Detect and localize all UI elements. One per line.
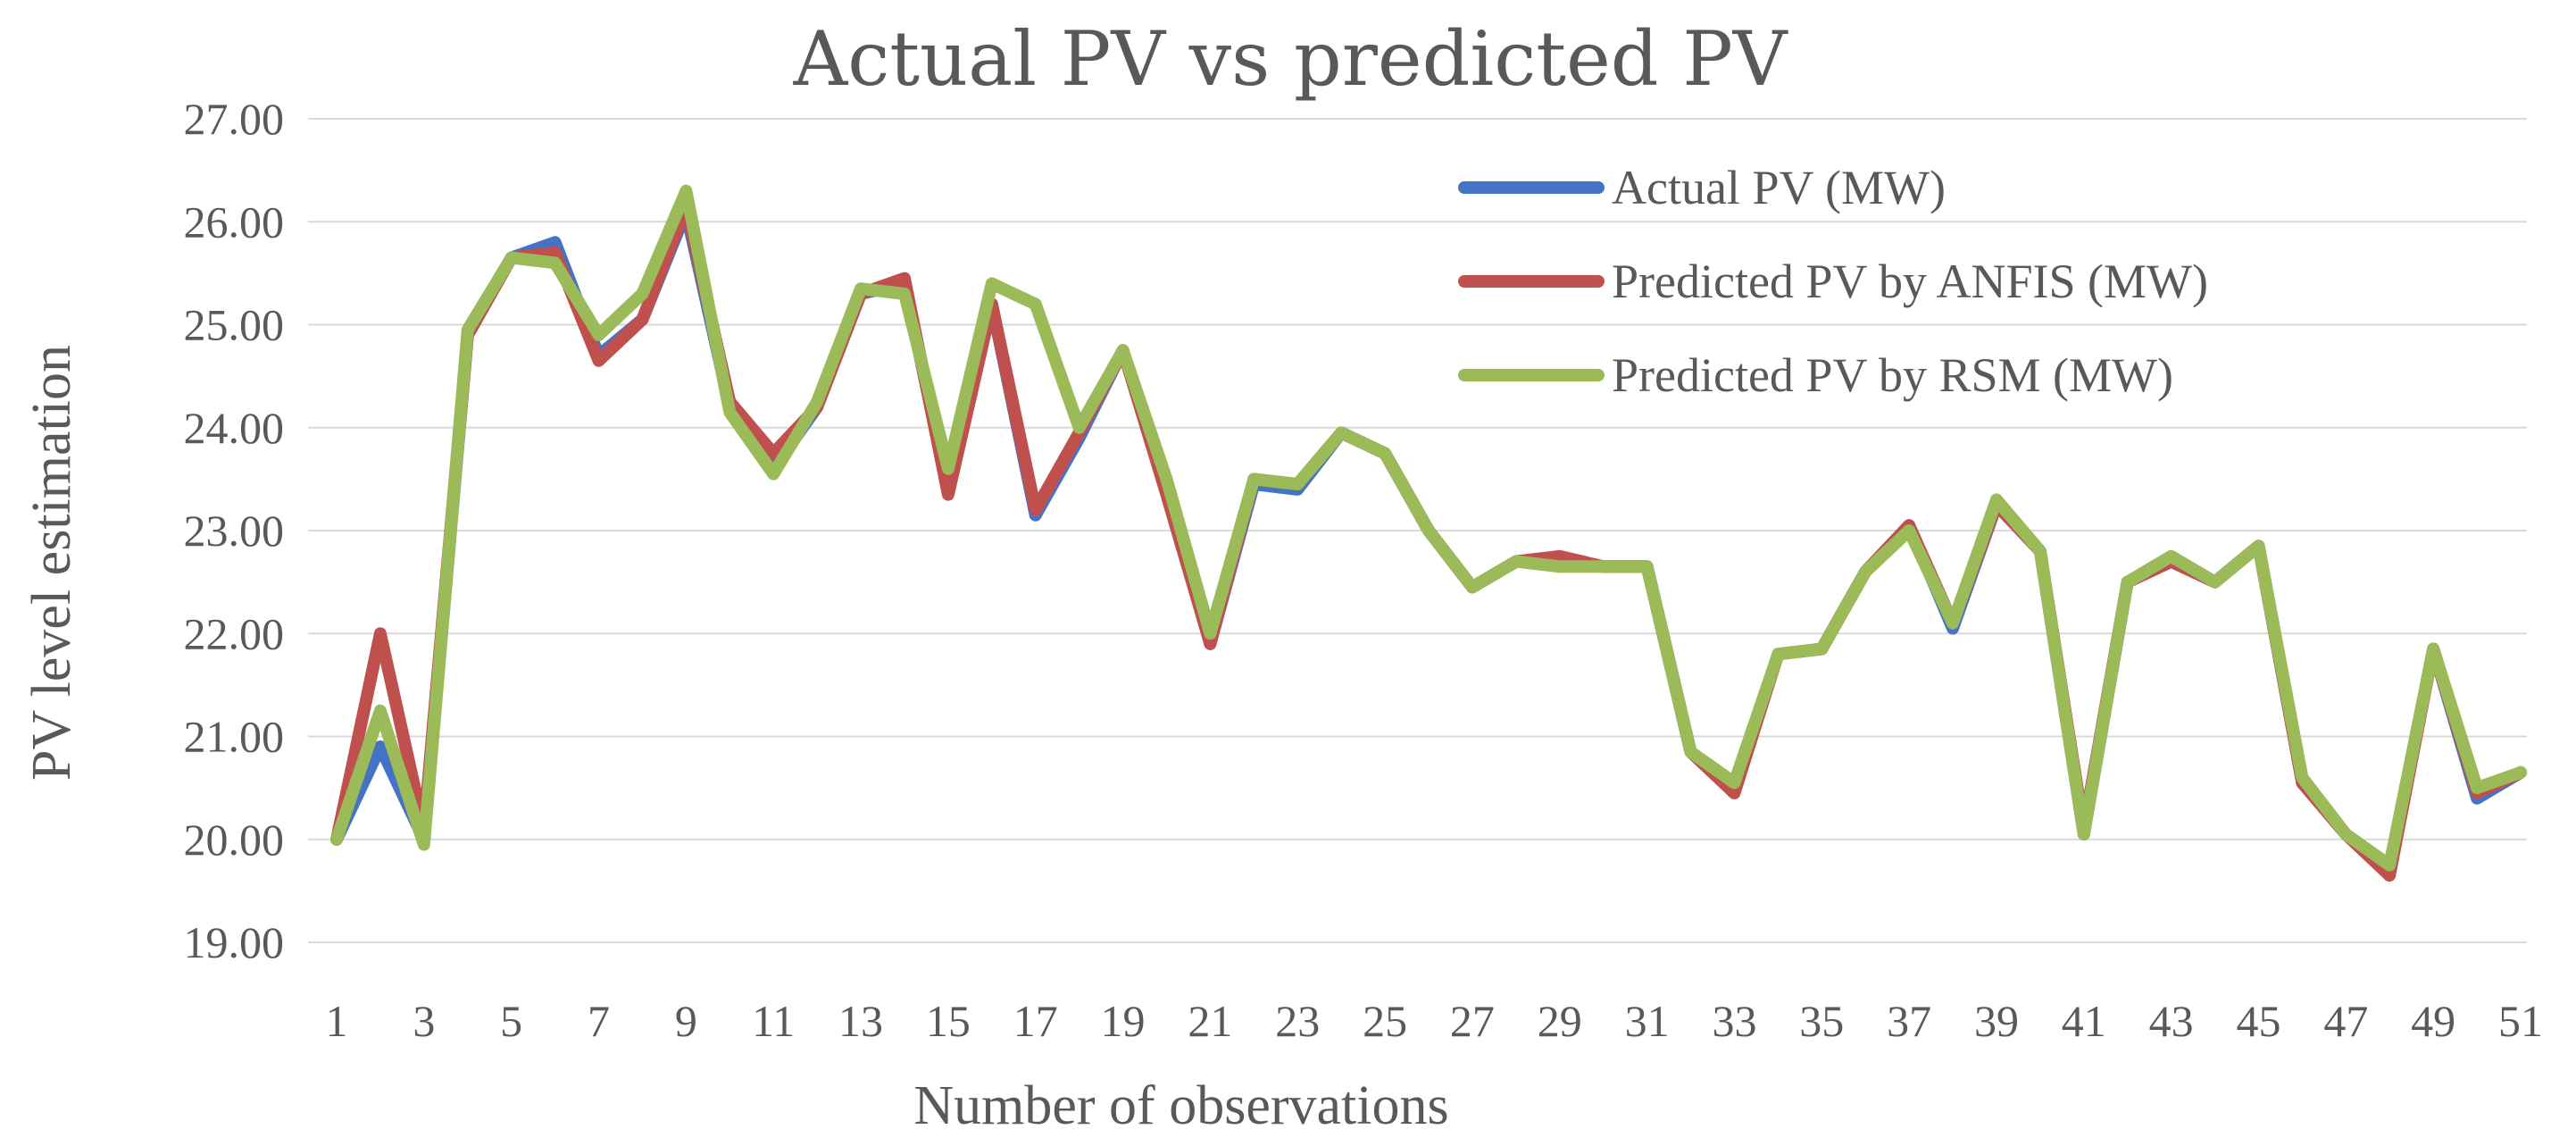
x-tick-label: 19 (1101, 996, 1146, 1046)
y-tick-label: 24.00 (184, 403, 285, 453)
x-tick-label: 31 (1625, 996, 1670, 1046)
x-tick-label: 51 (2498, 996, 2543, 1046)
x-axis-ticks: 1 3 5 7 9 11 13 15 17 19 21 23 25 27 29 31 33 35 37 39 41 43 4… (326, 996, 2544, 1046)
x-tick-label: 3 (413, 996, 435, 1046)
x-tick-label: 39 (1974, 996, 2019, 1046)
x-tick-label: 15 (926, 996, 971, 1046)
x-tick-label: 7 (588, 996, 610, 1046)
x-tick-label: 23 (1275, 996, 1320, 1046)
series-lines (330, 184, 2527, 883)
gridlines (308, 118, 2527, 943)
legend-label-2: Predicted PV by ANFIS (MW) (1612, 255, 2208, 308)
y-tick-label: 27.00 (184, 94, 285, 144)
series-line-1 (330, 205, 2527, 877)
x-tick-label: 37 (1887, 996, 1931, 1046)
legend: Actual PV (MW) Predicted PV by ANFIS (MW)… (1458, 161, 2208, 402)
y-tick-label: 26.00 (184, 197, 285, 247)
x-axis-title: Number of observations (913, 1075, 1448, 1136)
chart-title: Actual PV vs predicted PV (793, 15, 1788, 103)
y-tick-label: 20.00 (184, 815, 285, 865)
y-tick-label: 25.00 (184, 300, 285, 350)
x-tick-label: 45 (2236, 996, 2280, 1046)
x-tick-label: 41 (2062, 996, 2106, 1046)
y-tick-label: 19.00 (184, 917, 285, 967)
x-tick-label: 5 (500, 996, 522, 1046)
y-tick-label: 21.00 (184, 712, 285, 762)
y-tick-label: 22.00 (184, 608, 285, 658)
y-axis-title: PV level estimation (21, 345, 82, 781)
x-tick-label: 35 (1799, 996, 1844, 1046)
x-tick-label: 49 (2411, 996, 2455, 1046)
x-tick-label: 11 (752, 996, 795, 1046)
x-tick-label: 25 (1363, 996, 1407, 1046)
x-tick-label: 33 (1712, 996, 1756, 1046)
x-tick-label: 47 (2323, 996, 2368, 1046)
x-tick-label: 1 (326, 996, 348, 1046)
x-tick-label: 17 (1013, 996, 1058, 1046)
y-tick-label: 23.00 (184, 506, 285, 556)
x-tick-label: 27 (1450, 996, 1495, 1046)
legend-label-1: Actual PV (MW) (1612, 161, 1946, 214)
y-axis-ticks: 19.00 20.00 21.00 22.00 23.00 24.00 25.00 26.00… (184, 94, 285, 967)
x-tick-label: 13 (838, 996, 883, 1046)
x-tick-label: 43 (2149, 996, 2194, 1046)
x-tick-label: 29 (1538, 996, 1582, 1046)
series-line-3 (330, 184, 2527, 872)
legend-label-3: Predicted PV by RSM (MW) (1612, 348, 2173, 402)
x-tick-label: 9 (675, 996, 697, 1046)
x-tick-label: 21 (1188, 996, 1232, 1046)
